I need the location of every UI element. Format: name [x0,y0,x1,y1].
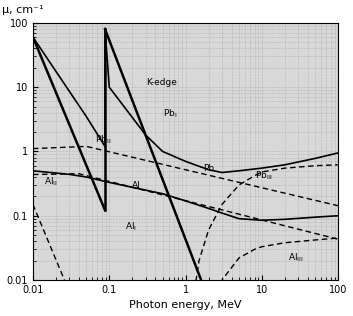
Text: Al$_\mathregular{I}$: Al$_\mathregular{I}$ [125,220,137,233]
Text: Pb: Pb [203,164,214,173]
X-axis label: Photon energy, MeV: Photon energy, MeV [129,301,242,310]
Text: Al$_\mathregular{III}$: Al$_\mathregular{III}$ [288,252,304,264]
Text: Al$_\mathregular{II}$: Al$_\mathregular{II}$ [44,175,58,188]
Text: Pb$_\mathregular{II}$: Pb$_\mathregular{II}$ [95,134,111,146]
Text: Al: Al [132,180,141,190]
Text: K-edge: K-edge [146,77,176,87]
Text: Pb$_\mathregular{I}$: Pb$_\mathregular{I}$ [163,108,177,120]
Text: μ, cm⁻¹: μ, cm⁻¹ [2,5,44,15]
Text: Pb$_\mathregular{III}$: Pb$_\mathregular{III}$ [255,169,273,182]
